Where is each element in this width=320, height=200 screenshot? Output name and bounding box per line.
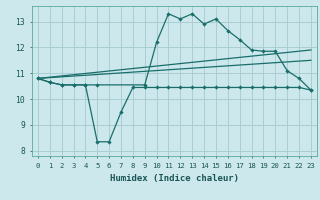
X-axis label: Humidex (Indice chaleur): Humidex (Indice chaleur) <box>110 174 239 184</box>
